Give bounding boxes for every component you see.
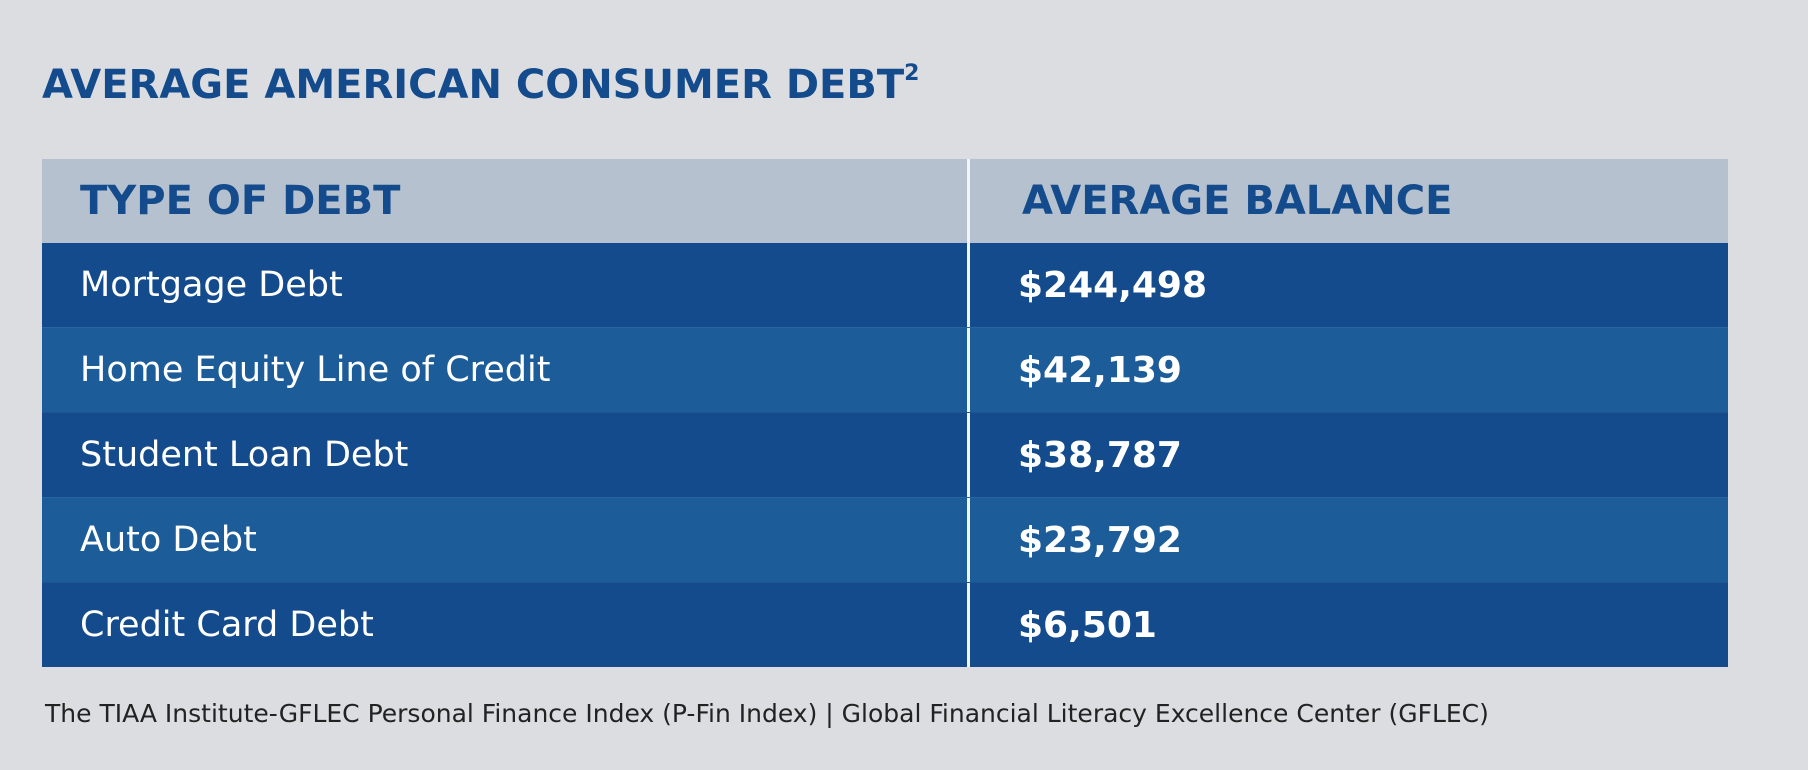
table-header-row: TYPE OF DEBT AVERAGE BALANCE <box>42 159 1728 243</box>
column-header-type: TYPE OF DEBT <box>42 159 970 243</box>
debt-type-cell: Mortgage Debt <box>42 243 970 327</box>
table-row: Credit Card Debt $6,501 <box>42 582 1728 667</box>
balance-cell: $244,498 <box>1018 264 1208 306</box>
table-row: Student Loan Debt $38,787 <box>42 412 1728 497</box>
chart-title: AVERAGE AMERICAN CONSUMER DEBT2 <box>42 60 919 110</box>
balance-cell: $42,139 <box>1018 349 1182 391</box>
balance-cell: $23,792 <box>1018 519 1182 561</box>
table-row: Auto Debt $23,792 <box>42 497 1728 582</box>
chart-title-text: AVERAGE AMERICAN CONSUMER DEBT <box>42 62 905 108</box>
source-footnote: The TIAA Institute-GFLEC Personal Financ… <box>45 699 1489 728</box>
debt-table: TYPE OF DEBT AVERAGE BALANCE Mortgage De… <box>42 159 1728 667</box>
debt-type-cell: Auto Debt <box>42 498 970 582</box>
title-footnote-marker: 2 <box>904 61 920 86</box>
table-row: Home Equity Line of Credit $42,139 <box>42 327 1728 412</box>
balance-cell: $38,787 <box>1018 434 1182 476</box>
column-header-balance: AVERAGE BALANCE <box>1022 178 1453 224</box>
debt-type-cell: Home Equity Line of Credit <box>42 328 970 412</box>
balance-cell: $6,501 <box>1018 604 1157 646</box>
debt-type-cell: Credit Card Debt <box>42 583 970 667</box>
debt-type-cell: Student Loan Debt <box>42 413 970 497</box>
table-row: Mortgage Debt $244,498 <box>42 243 1728 327</box>
